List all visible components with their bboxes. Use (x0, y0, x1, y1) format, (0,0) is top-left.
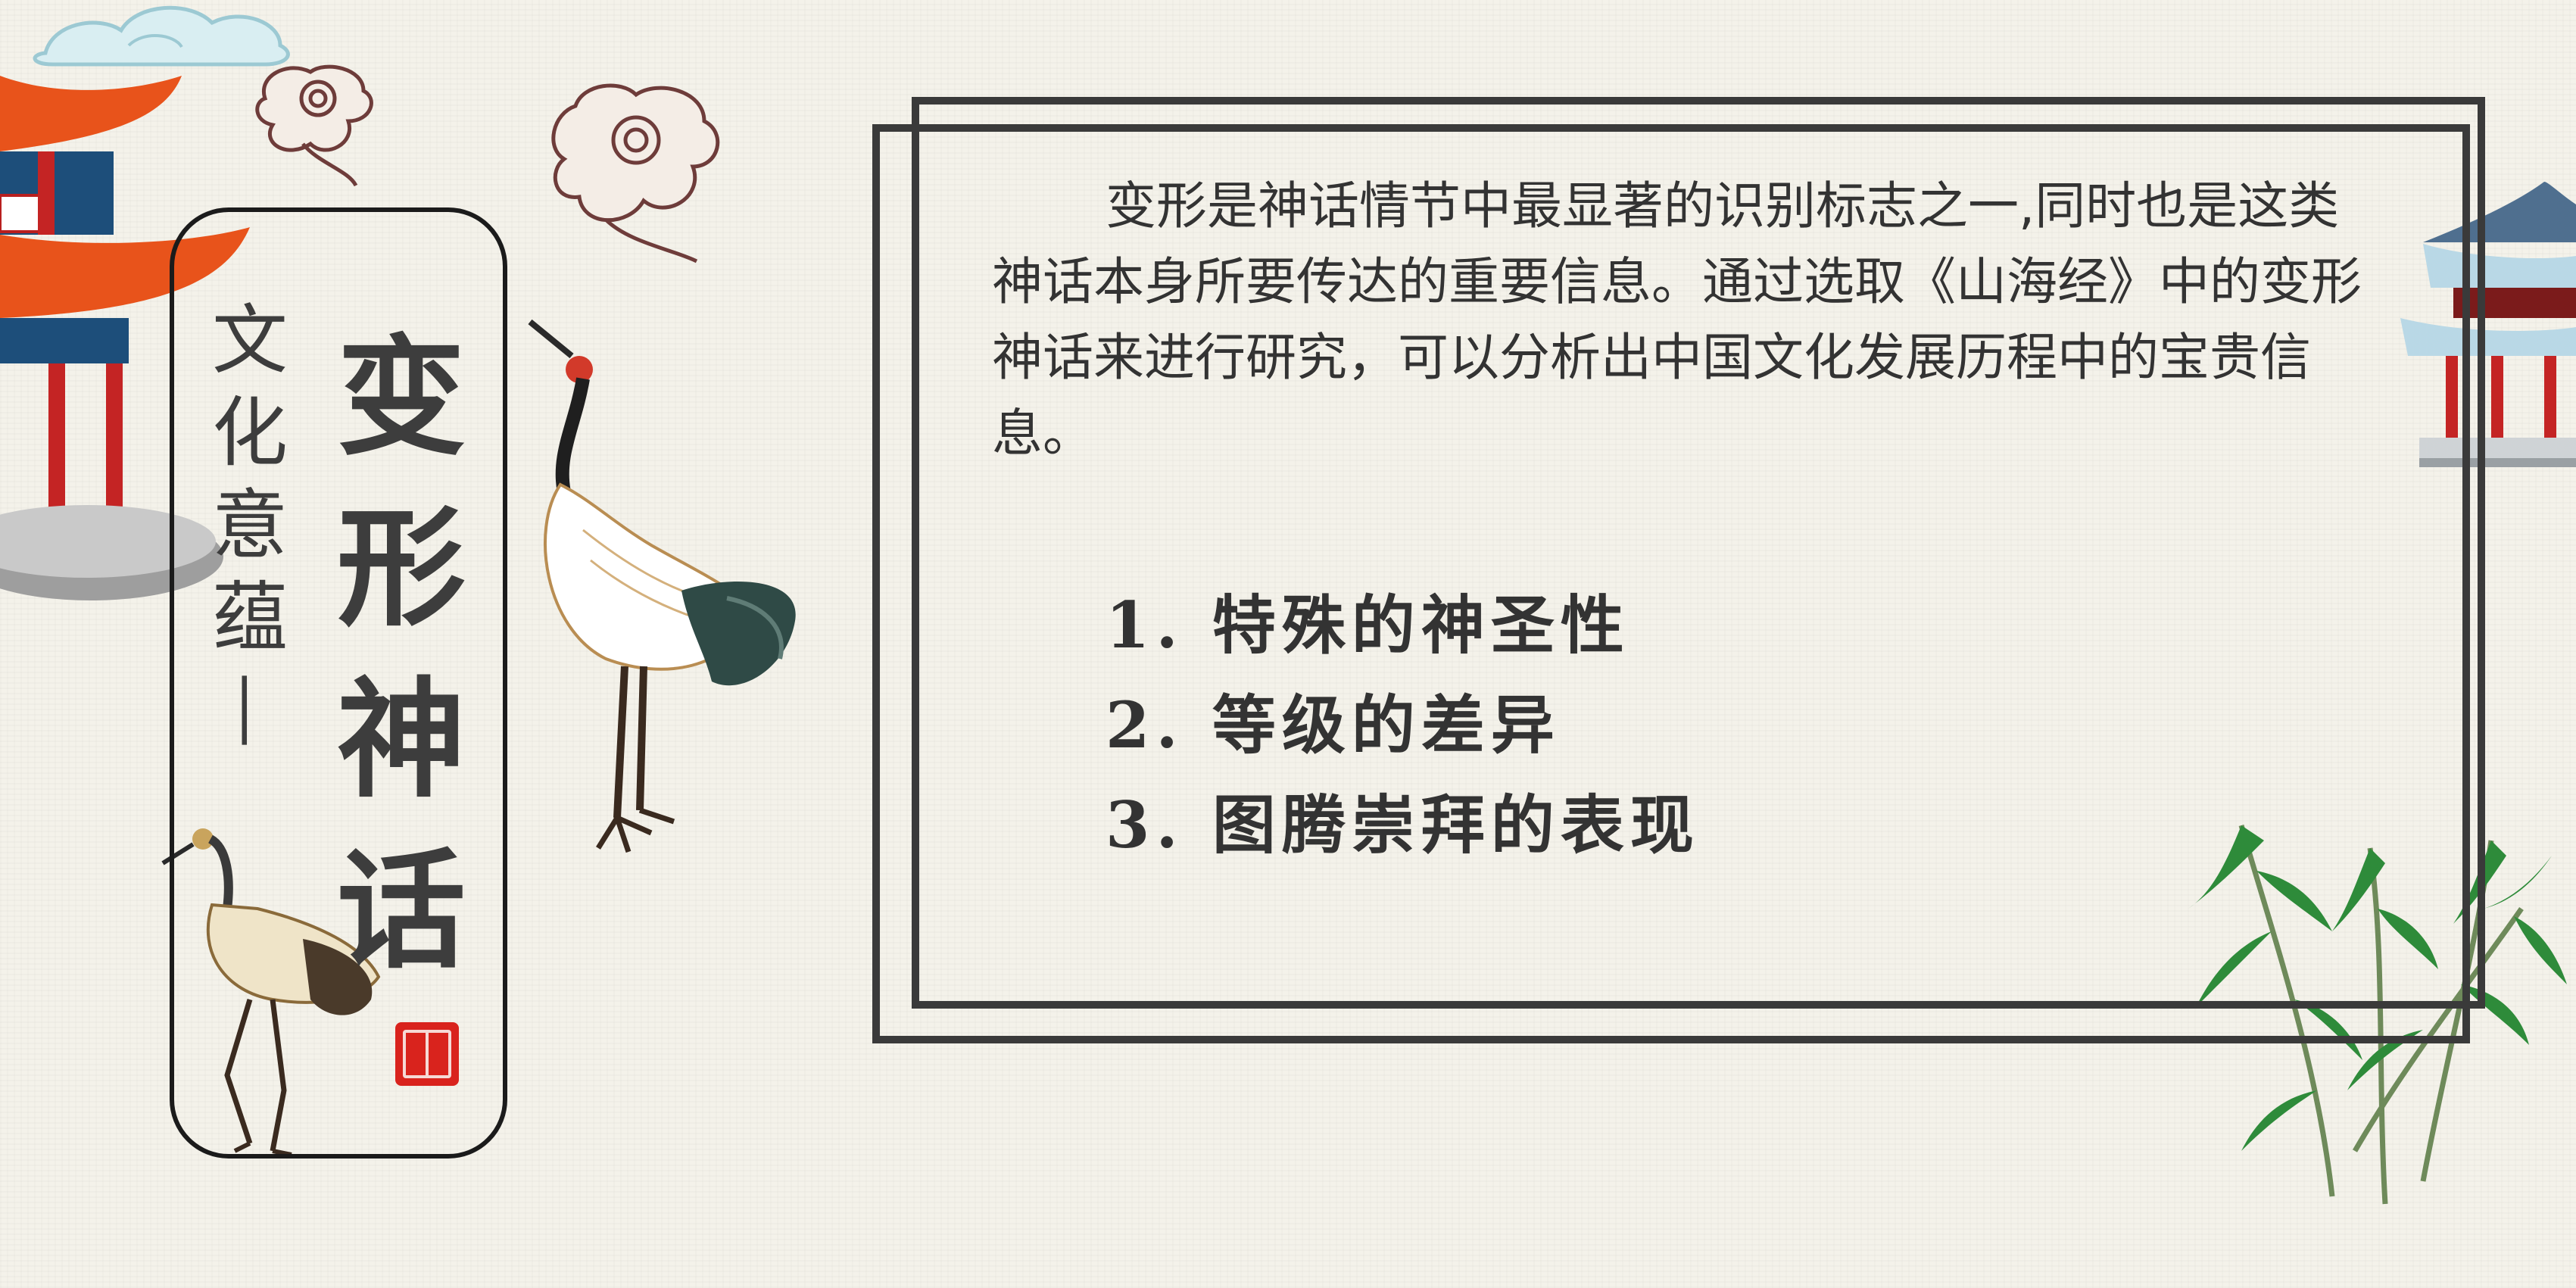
list-item: 3. 图腾崇拜的表现 (1106, 787, 1700, 862)
swirl-cloud-large-icon (551, 83, 720, 264)
blue-cloud-icon (33, 5, 290, 67)
subtitle-char: 化 (212, 388, 288, 477)
frame-inner (912, 97, 2485, 1009)
title-card (170, 207, 507, 1159)
crane-small-icon (161, 828, 381, 1157)
title-char: 变 (336, 322, 466, 473)
title-char: 话 (336, 835, 466, 987)
subtitle-vertical: 文 化 意 蕴 — (197, 303, 303, 765)
list-item: 1. 特殊的神圣性 (1106, 588, 1630, 663)
pagoda-right-icon (2400, 167, 2576, 467)
title-char: 形 (336, 493, 466, 644)
crane-standing-icon (528, 319, 796, 853)
intro-paragraph: 变形是神话情节中最显著的识别标志之一,同时也是这类神话本身所要传达的重要信息。通… (992, 176, 2362, 463)
subtitle-char: — (206, 672, 295, 748)
list-item: 2. 等级的差异 (1106, 688, 1561, 763)
subtitle-char: 意 (212, 481, 288, 569)
point-list: 1. 特殊的神圣性 2. 等级的差异 3. 图腾崇拜的表现 (1106, 575, 1700, 875)
main-title-vertical: 变 形 神 话 (326, 333, 477, 1018)
subtitle-char: 文 (212, 296, 288, 385)
frame-outer (872, 124, 2470, 1043)
title-char: 神 (336, 664, 466, 816)
subtitle-char: 蕴 (212, 573, 288, 662)
swirl-cloud-icon (255, 64, 373, 187)
red-seal-icon (395, 1022, 459, 1086)
